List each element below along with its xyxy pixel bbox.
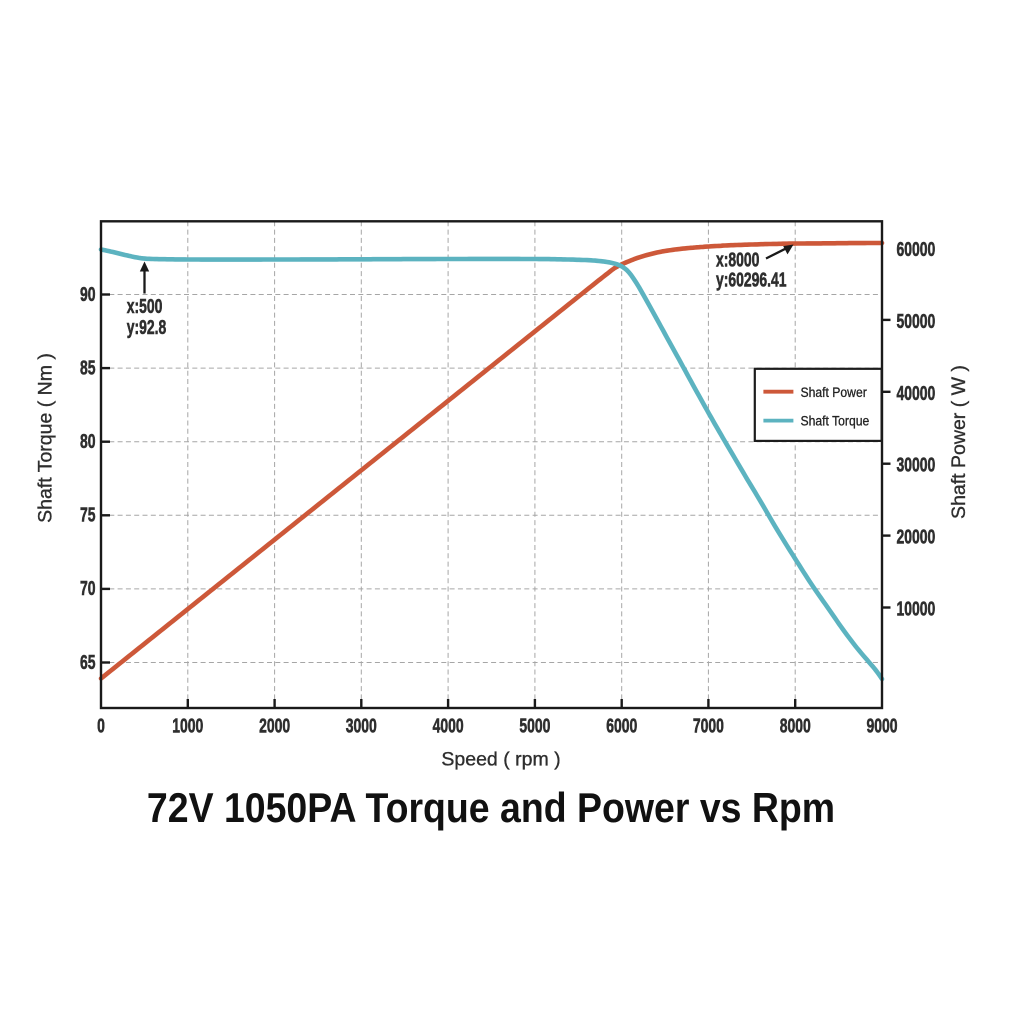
svg-text:75: 75 (80, 503, 96, 526)
svg-text:72V 1050PA Torque and Power vs: 72V 1050PA Torque and Power vs Rpm (147, 785, 835, 831)
svg-text:Shaft Power ( W ): Shaft Power ( W ) (948, 365, 970, 519)
svg-text:80: 80 (80, 429, 96, 452)
svg-text:60000: 60000 (897, 237, 936, 260)
svg-text:85: 85 (80, 356, 96, 379)
svg-text:30000: 30000 (897, 453, 936, 476)
svg-text:70: 70 (80, 576, 96, 599)
svg-text:x:500: x:500 (127, 294, 163, 317)
svg-text:4000: 4000 (433, 714, 464, 737)
svg-text:Shaft Torque: Shaft Torque (801, 413, 870, 429)
svg-text:9000: 9000 (867, 714, 898, 737)
svg-text:6000: 6000 (606, 714, 637, 737)
svg-text:3000: 3000 (346, 714, 377, 737)
svg-text:65: 65 (80, 650, 96, 673)
svg-text:Speed ( rpm ): Speed ( rpm ) (441, 749, 560, 771)
svg-text:0: 0 (97, 714, 105, 737)
svg-text:8000: 8000 (780, 714, 811, 737)
svg-text:Shaft Power: Shaft Power (801, 384, 868, 400)
svg-text:10000: 10000 (897, 597, 936, 620)
svg-text:20000: 20000 (897, 525, 936, 548)
svg-text:Shaft Torque ( Nm ): Shaft Torque ( Nm ) (35, 353, 57, 523)
svg-text:50000: 50000 (897, 309, 936, 332)
svg-text:90: 90 (80, 282, 96, 305)
svg-text:7000: 7000 (693, 714, 724, 737)
svg-text:40000: 40000 (897, 381, 936, 404)
svg-text:y:60296.41: y:60296.41 (716, 268, 787, 291)
svg-text:x:8000: x:8000 (716, 248, 760, 271)
svg-text:1000: 1000 (172, 714, 203, 737)
svg-text:2000: 2000 (259, 714, 290, 737)
svg-text:y:92.8: y:92.8 (127, 315, 167, 338)
svg-text:5000: 5000 (519, 714, 550, 737)
